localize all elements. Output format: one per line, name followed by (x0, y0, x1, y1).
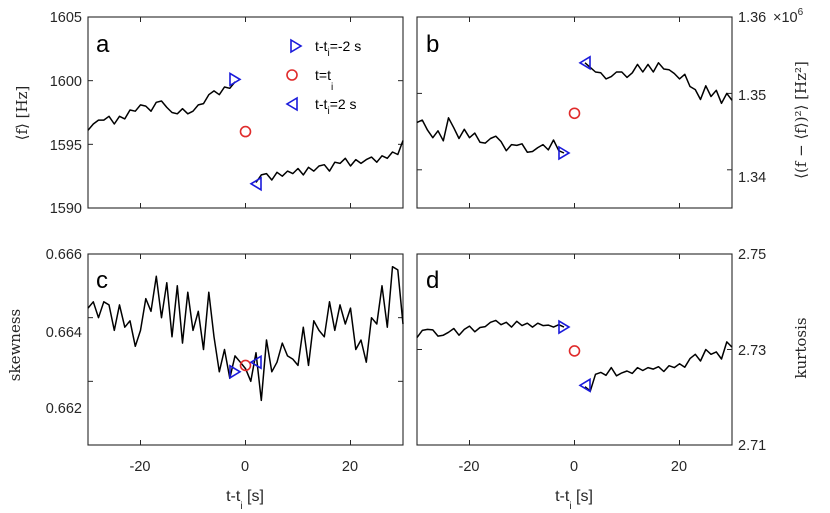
panel-a-ylabel: ⟨f⟩ [Hz] (13, 86, 31, 141)
legend-circle-icon (286, 69, 298, 81)
svg-text:t-ti=-2 s: t-ti=-2 s (315, 38, 361, 59)
panel-a-ytick-1605: 1605 (50, 10, 82, 26)
panel-d-marker-triangle-right (558, 319, 571, 335)
panel-d-ytick-2.71: 2.71 (738, 438, 766, 454)
legend-at-label: t=t (315, 67, 331, 83)
legend-after-after: =2 s (330, 96, 357, 112)
panel-b-ytick-1.34: 1.34 (738, 170, 766, 186)
panel-a: a 1590 1595 1600 1605 ⟨f⟩ [Hz] t-ti=-2 s… (13, 10, 404, 217)
panel-c: c 0.662 0.664 0.666 skewness -20 0 20 t-… (6, 247, 404, 512)
panel-c-xlabel: t-ti [s] (226, 488, 264, 512)
panel-a-plot (87, 16, 404, 209)
panel-a-series-2-line (255, 140, 404, 183)
panel-c-xtick--20: -20 (130, 459, 151, 475)
panel-b-plot (416, 16, 733, 208)
legend-entry-at: t=ti (286, 67, 333, 93)
legend-before-sub: i (327, 48, 329, 59)
panel-d-plot (416, 253, 733, 446)
legend-triangle-right-icon (290, 38, 303, 54)
panel-c-xtick-20: 20 (342, 459, 358, 475)
panel-d-frame (416, 253, 733, 446)
panel-b-y-multiplier: ×106 (773, 7, 804, 26)
legend-before-label: t-t (315, 38, 328, 54)
panel-c-ytick-0.662: 0.662 (46, 401, 82, 417)
panel-a-ytick-1590: 1590 (50, 201, 82, 217)
panel-d-marker-triangle-left (578, 377, 591, 393)
panel-a-marker-circle (239, 125, 252, 138)
panel-c-ytick-0.666: 0.666 (46, 247, 82, 263)
panel-a-ytick-1600: 1600 (50, 74, 82, 90)
panel-d-xlabel: t-ti [s] (555, 488, 593, 512)
panel-b-series-2-line (584, 62, 733, 105)
panel-c-marker-triangle-right (229, 364, 242, 380)
legend-entry-before: t-ti=-2 s (290, 38, 361, 59)
svg-text:t-ti=2 s: t-ti=2 s (315, 96, 357, 117)
legend-before-after: =-2 s (330, 38, 362, 54)
legend-triangle-left-icon (285, 96, 298, 112)
legend-after-sub: i (327, 106, 329, 117)
panel-c-letter: c (96, 267, 108, 294)
panel-a-series-1-line (87, 81, 236, 131)
panel-c-marker-triangle-left (249, 354, 262, 370)
panel-d-ytick-2.75: 2.75 (738, 247, 766, 263)
svg-text:t=ti: t=ti (315, 67, 333, 93)
panel-b: b 1.34 1.35 1.36 ×106 ⟨(f − ⟨f⟩)²⟩ [Hz²] (416, 7, 810, 209)
panel-c-xtick-0: 0 (241, 459, 249, 475)
panel-d-series-1-line (416, 319, 565, 339)
panel-d-xtick--20: -20 (459, 459, 480, 475)
panel-d-letter: d (426, 267, 439, 294)
panel-c-marker-circle (239, 359, 252, 372)
panel-b-marker-triangle-right (558, 145, 571, 161)
panel-b-series-1-line (416, 117, 565, 154)
panel-b-frame (416, 16, 733, 209)
legend-after-label: t-t (315, 96, 328, 112)
panel-d-series-2-line (584, 341, 733, 392)
panel-d-xtick-20: 20 (671, 459, 687, 475)
panel-b-ylabel: ⟨(f − ⟨f⟩)²⟩ [Hz²] (792, 61, 810, 179)
panel-c-plot (87, 253, 404, 445)
panel-d-ylabel: kurtosis (792, 317, 810, 378)
panel-a-marker-triangle-left (249, 176, 262, 192)
legend: t-ti=-2 s t=ti t-ti=2 s (285, 38, 361, 117)
panel-b-marker-circle (568, 107, 581, 120)
panel-c-ytick-0.664: 0.664 (46, 325, 82, 341)
panel-a-letter: a (96, 31, 110, 58)
panel-a-ytick-1595: 1595 (50, 138, 82, 154)
panel-b-marker-triangle-left (578, 55, 591, 71)
panel-b-letter: b (426, 31, 439, 58)
panel-d: d 2.71 2.73 2.75 kurtosis -20 0 20 t-ti … (416, 247, 810, 512)
panel-b-ytick-1.35: 1.35 (738, 88, 766, 104)
legend-at-sub: i (331, 82, 333, 93)
panel-a-marker-triangle-right (229, 71, 242, 87)
panel-c-ylabel: skewness (6, 309, 24, 381)
panel-d-marker-circle (568, 345, 581, 357)
panel-d-ytick-2.73: 2.73 (738, 343, 766, 359)
panel-d-xtick-0: 0 (570, 459, 578, 475)
panel-c-series-1-line (87, 265, 404, 402)
legend-entry-after: t-ti=2 s (285, 96, 357, 117)
panel-b-ytick-1.36: 1.36 (738, 10, 766, 26)
